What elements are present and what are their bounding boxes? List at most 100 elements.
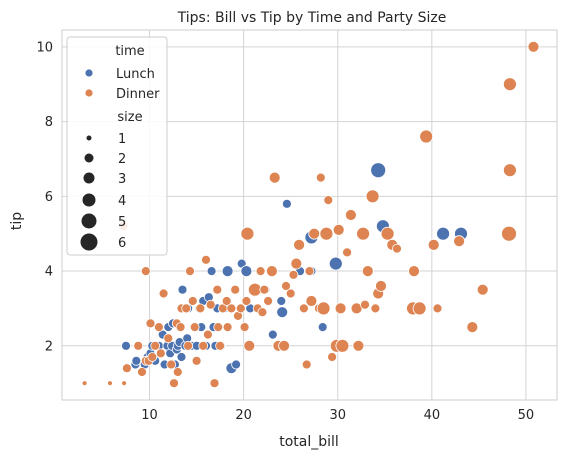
data-point: [335, 338, 350, 353]
data-point: [278, 339, 291, 352]
data-point: [412, 301, 427, 316]
data-point: [319, 226, 334, 241]
data-point: [243, 339, 256, 352]
data-point: [209, 378, 220, 389]
data-point: [432, 303, 443, 314]
data-point: [267, 329, 278, 340]
data-point: [145, 318, 156, 329]
data-point: [317, 322, 328, 333]
data-point: [175, 322, 186, 333]
data-point: [288, 269, 299, 280]
y-tick-label: 6: [45, 190, 53, 205]
data-point: [222, 322, 233, 333]
data-point: [375, 280, 387, 292]
data-point: [205, 299, 216, 310]
data-point: [328, 256, 343, 271]
data-point: [342, 247, 353, 258]
legend-size-6-marker: [80, 233, 98, 251]
y-tick-label: 10: [36, 40, 53, 55]
data-point: [281, 198, 292, 209]
data-point: [290, 257, 303, 270]
data-point: [285, 288, 296, 299]
data-point: [121, 380, 127, 387]
x-tick-label: 10: [141, 408, 158, 423]
data-point: [183, 340, 194, 351]
data-points: [81, 40, 540, 389]
data-point: [166, 359, 177, 370]
data-point: [276, 296, 287, 306]
data-point: [172, 367, 183, 377]
data-point: [361, 265, 374, 278]
data-point: [133, 340, 144, 351]
data-point: [308, 227, 321, 240]
y-axis-label: tip: [9, 212, 25, 230]
data-point: [189, 322, 200, 333]
data-point: [315, 172, 326, 183]
data-point: [240, 226, 255, 241]
legend-size-1-marker: [86, 135, 92, 141]
legend-size-1-label: 1: [118, 132, 126, 147]
data-point: [334, 302, 347, 315]
data-point: [408, 265, 420, 278]
data-point: [221, 296, 232, 306]
tick-labels: 10 20 30 40 50 2 4 6 8 10: [36, 40, 534, 423]
data-point: [221, 265, 234, 278]
data-point: [187, 296, 198, 306]
legend-size-2-label: 2: [118, 152, 126, 167]
y-tick-label: 2: [45, 339, 53, 354]
legend-dinner-marker: [84, 88, 94, 98]
legend-size-4-label: 4: [118, 194, 126, 209]
data-point: [181, 303, 192, 314]
data-point: [226, 303, 237, 314]
data-point: [240, 265, 253, 278]
data-point: [419, 129, 434, 144]
data-point: [502, 163, 517, 178]
data-point: [107, 380, 113, 387]
data-point: [259, 284, 270, 295]
plot-frame: [61, 29, 558, 401]
data-point: [356, 226, 371, 241]
x-tick-label: 50: [518, 408, 535, 423]
data-point: [352, 339, 365, 352]
data-point: [276, 306, 289, 319]
data-point: [380, 226, 395, 241]
data-point: [392, 243, 402, 254]
legend-size-3-marker: [83, 172, 95, 184]
data-point: [453, 235, 466, 248]
data-point: [150, 340, 161, 351]
data-point: [344, 209, 357, 221]
series-dinner: [81, 40, 540, 389]
data-point: [301, 359, 312, 370]
data-point: [213, 322, 224, 333]
data-point: [198, 340, 209, 351]
data-point: [304, 266, 315, 277]
data-point: [265, 265, 278, 278]
x-tick-label: 40: [424, 408, 441, 423]
data-point: [122, 363, 132, 374]
data-point: [323, 195, 334, 206]
data-point: [147, 352, 158, 362]
legend-dinner-label: Dinner: [116, 87, 160, 102]
data-point: [215, 340, 226, 351]
data-point: [281, 281, 291, 291]
legend-size-title: size: [117, 110, 142, 125]
legend: time Lunch Dinner size 1 2 3 4 5 6: [66, 36, 168, 256]
legend-size-5-label: 5: [118, 215, 126, 230]
data-point: [332, 223, 345, 236]
data-point: [163, 333, 174, 344]
data-point: [169, 378, 179, 389]
data-point: [177, 284, 188, 295]
data-point: [81, 380, 88, 387]
data-point: [365, 189, 380, 204]
data-point: [257, 307, 268, 318]
data-point: [327, 352, 338, 362]
legend-size-4-marker: [82, 193, 96, 207]
data-point: [239, 322, 250, 333]
data-point: [235, 303, 246, 314]
data-point: [370, 303, 381, 314]
data-point: [185, 266, 195, 277]
x-tick-label: 30: [329, 408, 346, 423]
x-tick-label: 20: [235, 408, 252, 423]
data-point: [293, 238, 306, 251]
data-point: [153, 322, 164, 333]
